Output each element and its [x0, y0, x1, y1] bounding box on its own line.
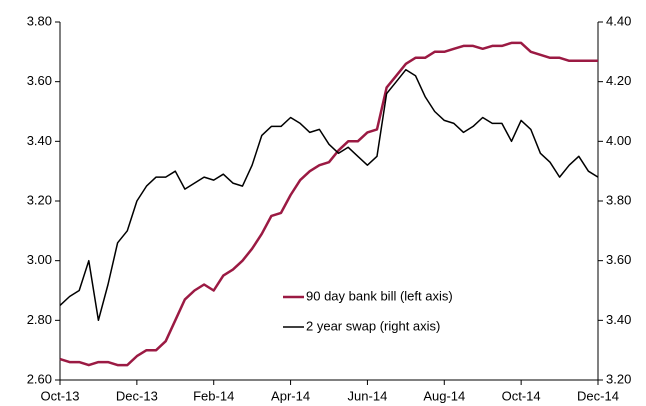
y2-tick-label: 3.20	[606, 371, 631, 386]
x-tick-label: Jun-14	[348, 388, 388, 403]
series-line	[59, 41, 598, 367]
y2-tick-label: 3.80	[606, 192, 631, 207]
y2-tick-label: 3.60	[606, 252, 631, 267]
x-tick-label: Oct-14	[502, 388, 541, 403]
x-tick-label: Dec-13	[116, 388, 158, 403]
y-tick-label: 3.40	[27, 133, 52, 148]
x-tick-label: Feb-14	[193, 388, 234, 403]
legend-label: 2 year swap (right axis)	[306, 318, 440, 333]
series-line	[59, 68, 599, 322]
x-tick-label: Dec-14	[577, 388, 619, 403]
legend-label: 90 day bank bill (left axis)	[306, 288, 453, 303]
y-tick-label: 3.80	[27, 13, 52, 28]
x-tick-label: Oct-13	[40, 388, 79, 403]
x-tick-label: Apr-14	[271, 388, 310, 403]
y-tick-label: 2.60	[27, 371, 52, 386]
y2-tick-label: 4.20	[606, 73, 631, 88]
y-tick-label: 3.60	[27, 73, 52, 88]
y-tick-label: 2.80	[27, 312, 52, 327]
x-tick-label: Aug-14	[423, 388, 465, 403]
y2-tick-label: 3.40	[606, 312, 631, 327]
y2-tick-label: 4.00	[606, 133, 631, 148]
y-tick-label: 3.00	[27, 252, 52, 267]
y2-tick-label: 4.40	[606, 13, 631, 28]
y-tick-label: 3.20	[27, 192, 52, 207]
